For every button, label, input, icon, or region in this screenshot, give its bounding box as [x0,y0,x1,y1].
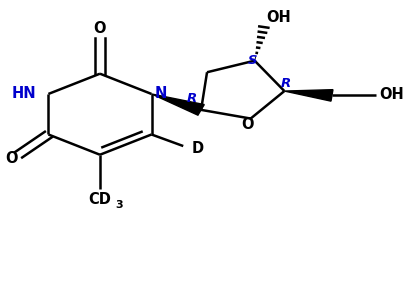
Text: D: D [191,141,203,156]
Text: 3: 3 [115,199,122,209]
Polygon shape [152,94,204,115]
Text: N: N [154,86,167,101]
Text: OH: OH [266,10,291,25]
Text: OH: OH [380,87,404,102]
Text: O: O [5,151,18,166]
Text: R: R [187,92,197,105]
Text: O: O [241,117,254,132]
Text: HN: HN [12,86,37,101]
Polygon shape [284,90,333,101]
Text: O: O [94,21,106,36]
Text: S: S [248,54,257,67]
Text: R: R [280,77,291,90]
Text: CD: CD [88,192,111,207]
